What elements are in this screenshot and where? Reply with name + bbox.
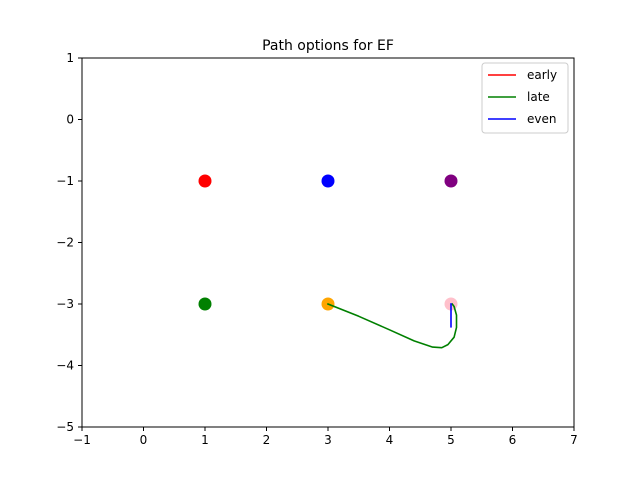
x-tick-label: 0 bbox=[140, 433, 148, 447]
x-tick-label: 5 bbox=[447, 433, 455, 447]
y-tick-label: −4 bbox=[56, 359, 74, 373]
chart-title: Path options for EF bbox=[262, 38, 394, 54]
x-tick-label: 4 bbox=[386, 433, 394, 447]
x-tick-label: 6 bbox=[509, 433, 517, 447]
x-tick-label: 7 bbox=[570, 433, 578, 447]
plot-area bbox=[198, 174, 458, 349]
series-line-late bbox=[326, 302, 458, 349]
scatter-point bbox=[198, 174, 212, 188]
y-tick-label: −3 bbox=[56, 297, 74, 311]
x-axis: −1 0 1 2 3 4 5 6 7 bbox=[73, 427, 578, 447]
legend-label-early: early bbox=[527, 68, 557, 82]
scatter-point bbox=[444, 174, 458, 188]
legend-label-even: even bbox=[527, 112, 556, 126]
scatter-point bbox=[198, 297, 212, 311]
y-tick-label: −1 bbox=[56, 174, 74, 188]
y-tick-label: −5 bbox=[56, 420, 74, 434]
x-tick-label: 1 bbox=[201, 433, 209, 447]
x-tick-label: −1 bbox=[73, 433, 91, 447]
y-tick-label: −2 bbox=[56, 236, 74, 250]
scatter-point bbox=[321, 174, 335, 188]
y-axis: −5 −4 −3 −2 −1 0 1 bbox=[56, 51, 82, 434]
legend: early late even bbox=[481, 62, 569, 134]
y-tick-label: 0 bbox=[66, 113, 74, 127]
x-tick-label: 2 bbox=[263, 433, 271, 447]
x-tick-label: 3 bbox=[324, 433, 332, 447]
y-tick-label: 1 bbox=[66, 51, 74, 65]
legend-label-late: late bbox=[527, 90, 550, 104]
legend-box bbox=[481, 62, 569, 134]
